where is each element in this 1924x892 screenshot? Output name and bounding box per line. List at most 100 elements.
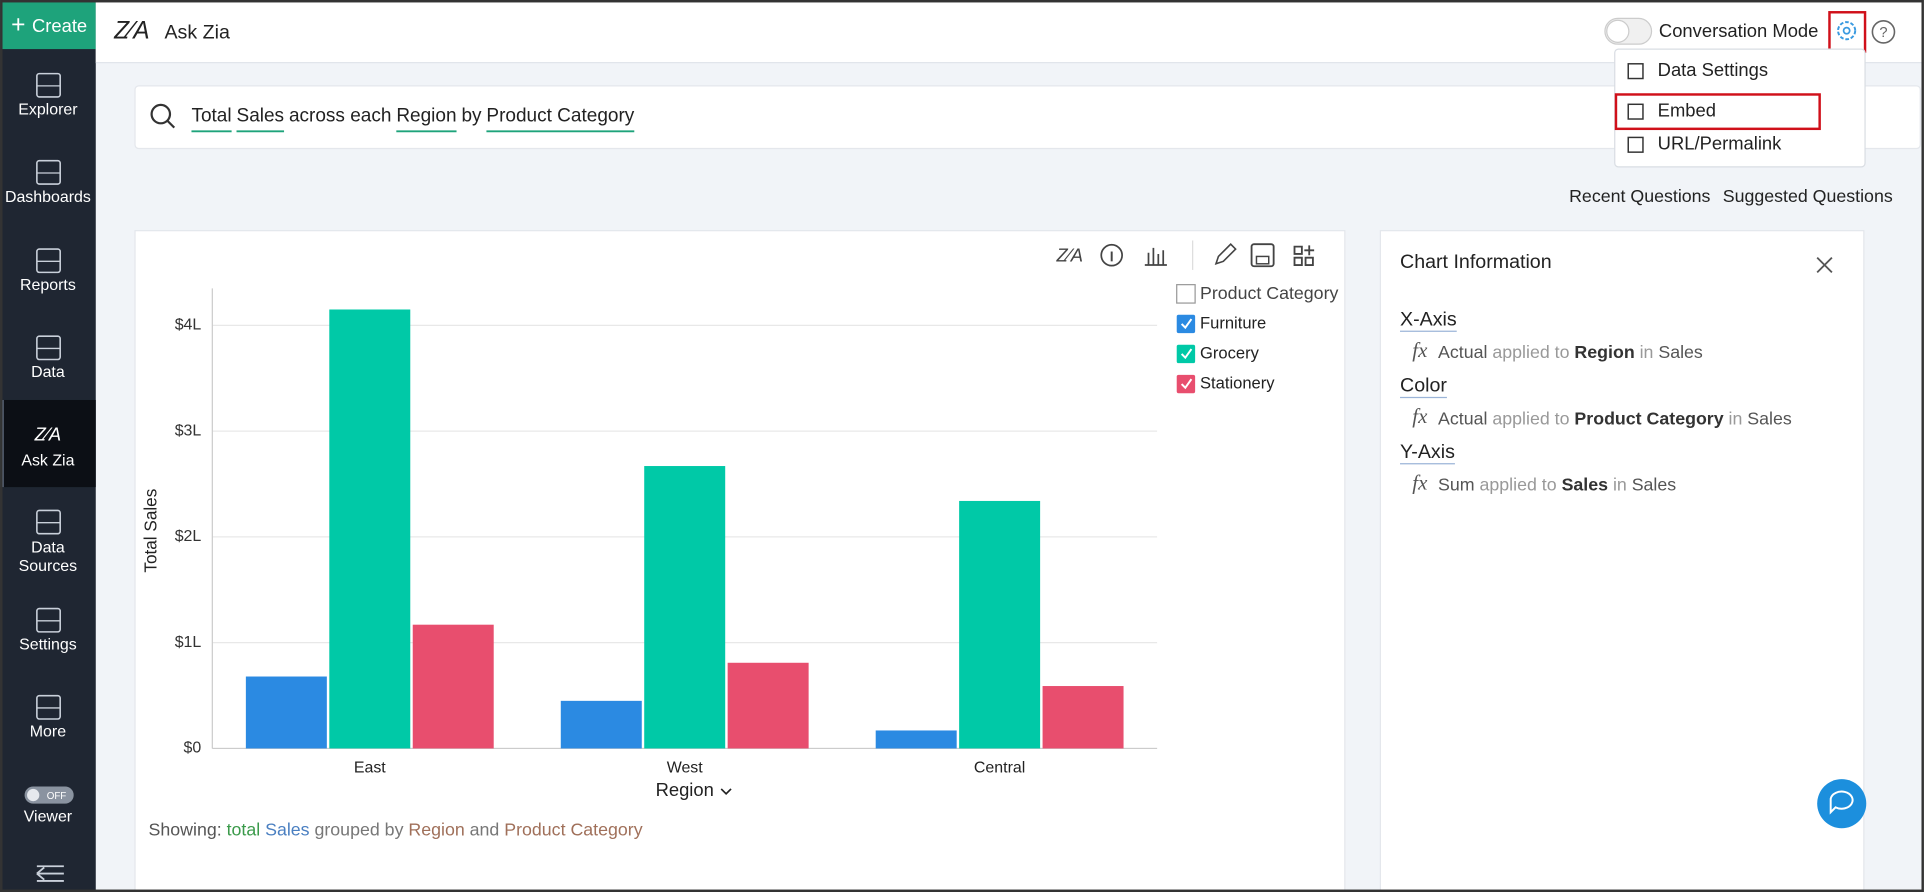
legend-swatch <box>1176 344 1196 364</box>
fx-icon: fx <box>1412 338 1428 362</box>
legend-item[interactable]: Stationery <box>1176 373 1276 394</box>
sidebar-label: Dashboards <box>5 189 91 206</box>
close-icon[interactable] <box>1816 257 1833 274</box>
suggested-questions[interactable]: Suggested Questions <box>1723 186 1893 206</box>
info-tool[interactable] <box>1100 243 1123 267</box>
menu-label[interactable]: Data Settings <box>1658 59 1768 80</box>
zia-tool[interactable]: Z⁄A <box>1055 244 1083 265</box>
showing-word: Sales <box>265 819 310 839</box>
showing-word: Showing: <box>149 819 222 839</box>
bar <box>245 676 327 749</box>
search-box[interactable] <box>134 85 1921 150</box>
legend-label: Grocery <box>1200 343 1260 362</box>
save-tool[interactable] <box>1250 243 1275 268</box>
bar <box>412 624 494 749</box>
section-part: Actual <box>1438 342 1487 362</box>
search-icon <box>150 103 172 125</box>
chart-info-title: Chart Information <box>1400 251 1552 273</box>
sidebar-item[interactable]: Z⁄A Ask Zia <box>21 423 74 469</box>
bar <box>959 500 1041 749</box>
page-title: Ask Zia <box>164 21 230 43</box>
bar <box>1042 686 1124 749</box>
highlight-box <box>1614 93 1821 131</box>
sidebar-label: Data <box>31 540 65 557</box>
bar <box>875 730 957 749</box>
menu-item[interactable]: URL/Permalink <box>1627 133 1782 154</box>
toggle-knob <box>1606 19 1630 43</box>
chat-button[interactable] <box>1817 779 1867 829</box>
bar <box>329 309 411 749</box>
sidebar-item[interactable]: Explorer <box>18 72 78 119</box>
menu-label[interactable]: Embed <box>1658 100 1716 121</box>
bar-chart: $0 $1L $2L $3L $4L Total Sales Region East West C… <box>141 283 1339 800</box>
section-part: applied to <box>1480 475 1557 495</box>
sidebar-item[interactable]: More <box>30 694 66 741</box>
y-axis-title: Total Sales <box>141 489 161 573</box>
chart-info-panel <box>1379 230 1865 892</box>
settings-menu-items: Data Settings Embed URL/Permalink <box>1627 59 1782 154</box>
menu-icon <box>1627 136 1644 153</box>
legend-title: Product Category <box>1200 283 1338 303</box>
sidebar-item[interactable]: Dashboards <box>5 159 91 206</box>
sidebar-item[interactable]: Data <box>31 335 65 381</box>
sidebar-label: Settings <box>19 637 77 654</box>
bar <box>727 662 809 749</box>
create-button[interactable] <box>0 0 96 50</box>
showing-word: Product Category <box>504 819 642 839</box>
showing-word: and <box>470 819 500 839</box>
menu-icon <box>1627 103 1644 120</box>
sidebar-item[interactable]: Settings <box>19 607 77 654</box>
legend-item[interactable]: Grocery <box>1176 343 1260 364</box>
legend-label: Stationery <box>1200 373 1275 392</box>
y-tick-label: $1L <box>175 634 202 651</box>
showing-word: grouped by <box>314 819 403 839</box>
legend-check <box>1180 318 1193 330</box>
sidebar-item[interactable]: Reports <box>20 248 76 294</box>
section-part: Sales <box>1632 475 1677 495</box>
gear-center <box>1842 26 1851 35</box>
section-part: applied to <box>1492 408 1569 428</box>
menu-icon <box>1627 63 1644 80</box>
query-word: Region <box>396 106 456 127</box>
x-axis-title[interactable]: Region <box>656 779 714 800</box>
legend-label: Furniture <box>1200 313 1266 332</box>
settings-gear[interactable] <box>1837 21 1857 41</box>
showing-word: total <box>227 819 261 839</box>
menu-item[interactable]: Embed <box>1627 100 1716 121</box>
conversation-label: Conversation Mode <box>1659 20 1818 41</box>
section-part: Sales <box>1562 475 1609 495</box>
recent-questions[interactable]: Recent Questions <box>1569 186 1710 206</box>
sidebar-item[interactable]: OFF Viewer <box>24 786 74 825</box>
section-part: in <box>1729 408 1743 428</box>
section-part: Sales <box>1658 342 1703 362</box>
chart-type-tool[interactable] <box>1144 247 1167 266</box>
zia-icon: Z⁄A <box>34 423 62 444</box>
active-item <box>0 399 96 488</box>
zia-logo: Z⁄A <box>113 17 149 44</box>
y-tick-label: $4L <box>175 317 202 334</box>
showing-text: Showing: total Sales grouped by Region and Pro… <box>149 819 643 839</box>
chart-toolbar: Z⁄A <box>1055 240 1315 270</box>
help-icon[interactable] <box>1871 20 1896 44</box>
legend-item[interactable]: Furniture <box>1176 313 1267 334</box>
legend-check <box>1180 348 1193 360</box>
y-tick-label: $3L <box>175 422 202 439</box>
add-tool[interactable] <box>1293 245 1315 266</box>
section-part: in <box>1640 342 1654 362</box>
help-mark: ? <box>1879 25 1887 41</box>
menu-label[interactable]: URL/Permalink <box>1658 133 1782 154</box>
menu-item[interactable]: Data Settings <box>1627 59 1768 80</box>
search-icon-handle <box>166 120 176 129</box>
toggle-knob <box>27 788 40 802</box>
query-word: by <box>461 106 482 127</box>
create-label[interactable]: Create <box>32 15 87 36</box>
collapse-icon[interactable] <box>36 865 64 882</box>
query-word: Sales <box>237 106 285 127</box>
edit-tool[interactable] <box>1214 243 1237 266</box>
query-word: across each <box>289 106 391 127</box>
legend-check <box>1180 378 1193 390</box>
section-part: applied to <box>1492 342 1569 362</box>
